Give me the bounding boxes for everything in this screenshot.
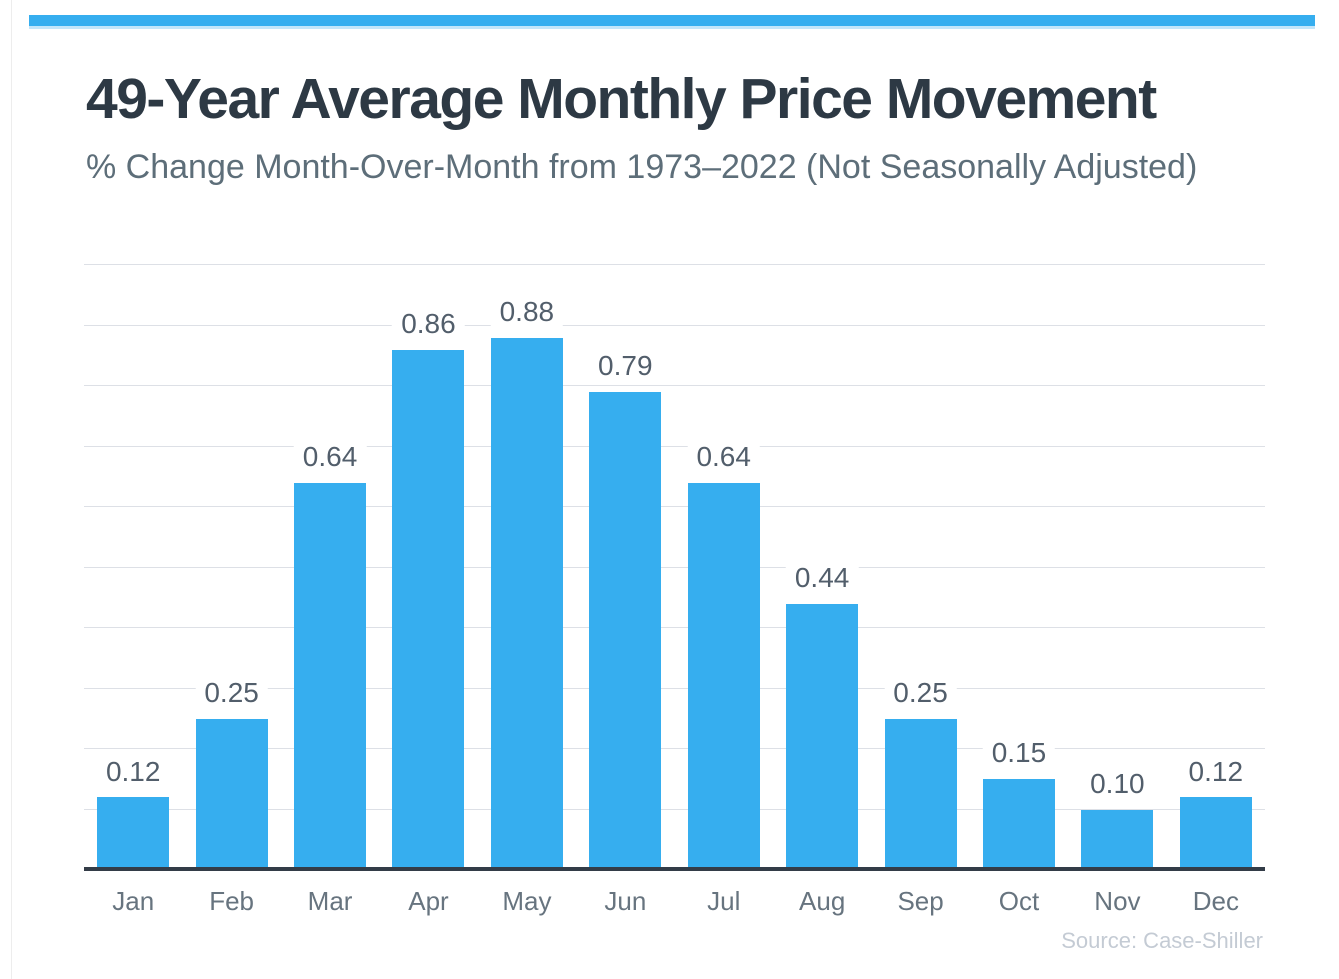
- bar-may: [490, 337, 563, 870]
- x-axis-tick-labels: Jan Feb Mar Apr May Jun Jul Aug Sep Oct Nov Dec: [84, 886, 1265, 917]
- x-tick-feb: Feb: [209, 886, 255, 916]
- bar-apr: [392, 349, 465, 870]
- x-tick-may: May: [502, 886, 552, 916]
- bar-band-may: 0.88: [478, 265, 576, 870]
- x-tick-jun: Jun: [604, 886, 647, 916]
- x-tick-oct: Oct: [998, 886, 1040, 916]
- value-label-nov: 0.10: [1081, 768, 1154, 800]
- x-tick-nov: Nov: [1094, 886, 1141, 916]
- gridline: [84, 687, 1265, 689]
- source-note: Source: Case-Shiller: [1061, 928, 1263, 953]
- value-label-aug: 0.44: [785, 562, 859, 594]
- bar-feb: [195, 718, 268, 870]
- bar-band-jan: 0.12: [84, 265, 182, 870]
- x-tick-aug: Aug: [799, 886, 846, 916]
- bar-dec: [1179, 797, 1252, 870]
- gridline: [84, 445, 1265, 447]
- value-label-mar: 0.64: [293, 441, 367, 473]
- x-tick-sep: Sep: [897, 886, 944, 916]
- page-left-edge: [11, 0, 12, 979]
- bar-jun: [589, 392, 662, 870]
- bar-jan: [97, 797, 170, 870]
- value-label-feb: 0.25: [195, 677, 268, 709]
- gridline: [84, 506, 1265, 507]
- bar-band-dec: 0.12: [1167, 265, 1265, 870]
- bar-mar: [294, 482, 367, 870]
- value-label-apr: 0.86: [392, 308, 465, 340]
- bar-jul: [687, 482, 760, 870]
- bar-band-sep: 0.25: [871, 265, 969, 870]
- chart-title: 49-Year Average Monthly Price Movement: [86, 67, 1157, 131]
- bar-band-aug: 0.44: [773, 265, 871, 870]
- value-label-dec: 0.12: [1179, 756, 1253, 788]
- x-tick-mar: Mar: [307, 886, 353, 916]
- gridline: [84, 324, 1265, 326]
- bar-aug: [786, 603, 859, 870]
- gridline: [84, 385, 1265, 386]
- bar-band-mar: 0.64: [281, 265, 379, 870]
- bar-band-feb: 0.25: [182, 265, 280, 870]
- gridline: [84, 566, 1265, 568]
- x-axis-line: [84, 867, 1265, 871]
- x-tick-apr: Apr: [408, 886, 449, 916]
- bar-band-apr: 0.86: [379, 265, 477, 870]
- value-label-jul: 0.64: [687, 441, 760, 473]
- plot-area: 0.12 0.25 0.64 0.86 0.88 0.79 0.64 0.44 0.25 0.15…: [84, 264, 1265, 870]
- bar-oct: [982, 779, 1055, 870]
- bar-band-jul: 0.64: [675, 265, 773, 870]
- bar-band-nov: 0.10: [1068, 265, 1166, 870]
- gridline: [84, 264, 1265, 265]
- gridline: [84, 627, 1265, 628]
- value-label-may: 0.88: [490, 296, 564, 328]
- value-label-jan: 0.12: [96, 756, 170, 788]
- chart-subtitle: % Change Month-Over-Month from 1973–2022…: [86, 148, 1198, 186]
- top-accent-bar: [29, 15, 1315, 29]
- bar-band-jun: 0.79: [576, 265, 674, 870]
- value-label-sep: 0.25: [884, 677, 957, 709]
- bar-sep: [884, 718, 957, 870]
- value-label-oct: 0.15: [982, 738, 1056, 770]
- x-tick-jul: Jul: [707, 886, 741, 916]
- x-tick-dec: Dec: [1192, 886, 1239, 916]
- gridline: [84, 808, 1265, 810]
- value-label-jun: 0.79: [589, 350, 662, 383]
- bar-nov: [1081, 809, 1154, 870]
- x-tick-jan: Jan: [112, 886, 155, 916]
- bar-band-oct: 0.15: [970, 265, 1068, 870]
- gridline: [84, 748, 1265, 749]
